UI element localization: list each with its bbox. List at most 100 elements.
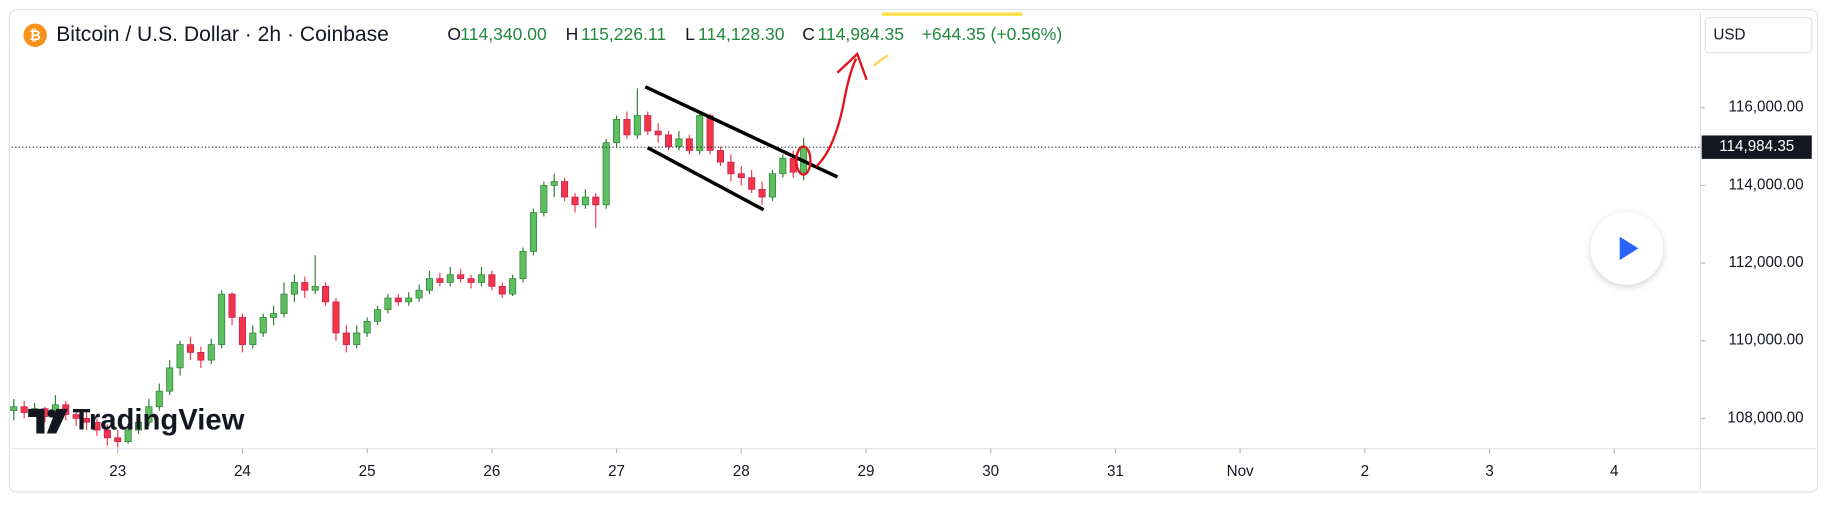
candle-body bbox=[301, 282, 309, 291]
ohlc-key: H bbox=[566, 24, 579, 44]
brand-logo: TradingView bbox=[28, 404, 245, 436]
channel-lower bbox=[646, 146, 765, 212]
candle-body bbox=[218, 293, 226, 345]
symbol-icon bbox=[23, 23, 47, 47]
ohlc-key: C bbox=[802, 24, 815, 44]
play-button[interactable] bbox=[1590, 212, 1664, 285]
highlight-oval bbox=[795, 145, 812, 176]
candle-body bbox=[540, 185, 548, 213]
candle-body bbox=[488, 274, 496, 287]
candle-body bbox=[384, 297, 392, 311]
candle-body bbox=[228, 293, 236, 318]
candle-body bbox=[509, 278, 517, 295]
candle-body bbox=[727, 161, 735, 175]
plot-area bbox=[10, 88, 1701, 448]
candle-body bbox=[758, 188, 766, 198]
candle-body bbox=[249, 332, 257, 345]
logo-dot bbox=[47, 409, 56, 418]
y-tick-label: 108,000.00 bbox=[1727, 409, 1803, 426]
symbol-title: Bitcoin / U.S. Dollar · 2h · Coinbase bbox=[56, 23, 389, 46]
candle-body bbox=[696, 115, 704, 151]
candle-body bbox=[186, 344, 194, 353]
x-tick-label: 29 bbox=[858, 463, 875, 480]
last-price-label: 114,984.35 bbox=[1719, 138, 1794, 155]
candle-body bbox=[124, 429, 132, 443]
candle-body bbox=[519, 251, 527, 279]
candle-body bbox=[675, 138, 683, 147]
ohlc-value: 114,984.35 bbox=[817, 24, 904, 44]
logo-slash bbox=[46, 408, 68, 434]
channel-upper bbox=[644, 85, 839, 179]
x-tick-label: 25 bbox=[359, 463, 376, 480]
candle-body bbox=[425, 278, 434, 291]
candle-body bbox=[72, 414, 80, 419]
candle-body bbox=[353, 332, 361, 345]
projection-arrow bbox=[815, 58, 858, 168]
candle-body bbox=[665, 134, 673, 147]
candle-body bbox=[290, 282, 298, 295]
candle-body bbox=[602, 142, 610, 206]
x-tick-label: 28 bbox=[733, 463, 750, 480]
candle-body bbox=[20, 406, 28, 413]
marker bbox=[872, 54, 889, 67]
y-tick-label: 114,000.00 bbox=[1729, 176, 1804, 193]
candle-body bbox=[581, 196, 589, 206]
candle-body bbox=[259, 317, 267, 334]
x-tick-label: 4 bbox=[1610, 463, 1619, 480]
candle-body bbox=[592, 196, 600, 206]
ohlc-header: O 114,340.00 H 115,226.11 L 114,128.30 C 114,98… bbox=[447, 24, 1062, 44]
x-tick-label: 31 bbox=[1107, 463, 1124, 480]
candle-body bbox=[93, 421, 101, 431]
candle-body bbox=[374, 309, 382, 322]
ohlc-key: L bbox=[685, 24, 695, 44]
candle-body bbox=[685, 138, 693, 151]
y-tick-label: 112,000.00 bbox=[1729, 254, 1804, 271]
last-price-box bbox=[1701, 135, 1812, 159]
ohlc-key: O bbox=[447, 24, 461, 44]
candle-body bbox=[550, 181, 558, 186]
ohlc-value: 115,226.11 bbox=[581, 24, 666, 44]
candle-body bbox=[83, 418, 91, 423]
candle-body bbox=[10, 406, 18, 411]
candle-body bbox=[446, 274, 454, 283]
candle-body bbox=[613, 119, 621, 144]
candle-body bbox=[332, 301, 340, 334]
candle-body bbox=[363, 320, 371, 334]
candle-body bbox=[145, 406, 153, 423]
candle-body bbox=[155, 390, 163, 408]
candle-body bbox=[394, 297, 402, 303]
x-tick-label: 23 bbox=[109, 463, 126, 480]
candle-body bbox=[280, 293, 288, 314]
x-tick-label: 24 bbox=[234, 463, 251, 480]
change-value: +644.35 (+0.56%) bbox=[922, 24, 1062, 44]
candle-body bbox=[716, 150, 725, 163]
x-tick-label: 26 bbox=[483, 463, 500, 480]
candle-body bbox=[623, 119, 631, 136]
candle-body bbox=[633, 115, 641, 136]
candle-body bbox=[166, 367, 174, 392]
candle-body bbox=[134, 421, 143, 431]
candle-body bbox=[207, 344, 215, 361]
logo-mark bbox=[28, 408, 45, 434]
symbol-icon-glyph: ₿ bbox=[29, 27, 40, 43]
y-tick-label: 116,000.00 bbox=[1729, 99, 1804, 116]
candle-body bbox=[467, 278, 475, 283]
candle-body bbox=[748, 177, 756, 190]
candle-body bbox=[561, 181, 569, 198]
candle-body bbox=[768, 173, 776, 198]
currency-button[interactable] bbox=[1704, 17, 1813, 54]
x-tick-label: 3 bbox=[1485, 463, 1493, 480]
candle-body bbox=[415, 289, 423, 299]
candle-body bbox=[477, 274, 485, 283]
candle-body bbox=[457, 274, 465, 279]
candle-body bbox=[571, 196, 579, 206]
candle-body bbox=[103, 429, 111, 439]
candle-body bbox=[238, 317, 246, 345]
candle-body bbox=[706, 115, 714, 151]
candle-body bbox=[311, 286, 319, 291]
x-tick-label: 27 bbox=[608, 463, 625, 480]
candle-body bbox=[498, 286, 506, 295]
play-icon[interactable] bbox=[1619, 236, 1639, 261]
